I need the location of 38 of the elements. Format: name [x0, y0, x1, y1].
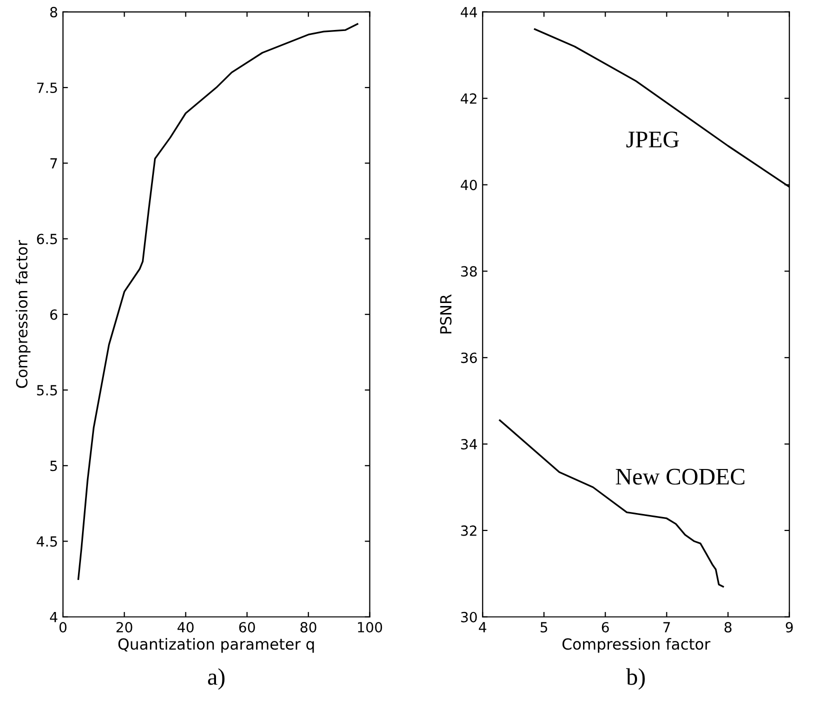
x-tick-label: 20 — [116, 622, 132, 632]
x-tick-label: 80 — [300, 622, 316, 632]
x-tick-label: 40 — [178, 622, 194, 632]
y-tick-label: 42 — [460, 93, 476, 104]
y-tick-label: 4.5 — [36, 536, 57, 547]
y-tick-label: 7 — [50, 158, 57, 168]
x-tick-label: 100 — [358, 622, 382, 632]
y-tick-label: 5.5 — [37, 385, 57, 396]
y-tick-label: 5 — [50, 460, 57, 472]
y-axis-title: PSNR — [440, 294, 452, 334]
y-tick-label: 40 — [460, 180, 477, 190]
x-tick-label: 7 — [663, 622, 670, 632]
x-axis-title: Compression factor — [562, 638, 710, 653]
y-tick-label: 44 — [460, 7, 477, 18]
y-tick-label: 36 — [461, 352, 477, 364]
y-tick-label: 6 — [50, 309, 58, 320]
y-tick-label: 6.5 — [37, 234, 57, 244]
x-tick-label: 0 — [59, 622, 66, 632]
text: a) — [208, 668, 224, 690]
series-label: New CODEC — [616, 468, 744, 485]
text: b) — [626, 668, 645, 690]
y-tick-label: 8 — [50, 6, 58, 18]
y-tick-label: 4 — [50, 612, 58, 622]
series-label: JPEG — [626, 132, 679, 148]
x-tick-label: 4 — [478, 622, 486, 632]
y-tick-label: 38 — [461, 266, 477, 277]
x-tick-label: 9 — [786, 622, 793, 632]
y-tick-label: 30 — [461, 612, 477, 622]
x-tick-label: 5 — [540, 622, 548, 632]
y-tick-label: 34 — [461, 439, 477, 450]
y-tick-label: 7.5 — [37, 82, 57, 94]
x-axis-title: Quantization parameter q — [118, 638, 314, 653]
x-tick-label: 8 — [724, 622, 732, 632]
x-tick-label: 60 — [239, 622, 255, 632]
y-tick-label: 32 — [461, 525, 476, 536]
x-tick-label: 6 — [602, 622, 609, 632]
line-series — [77, 23, 358, 580]
y-axis-title: Compression factor — [16, 240, 30, 388]
